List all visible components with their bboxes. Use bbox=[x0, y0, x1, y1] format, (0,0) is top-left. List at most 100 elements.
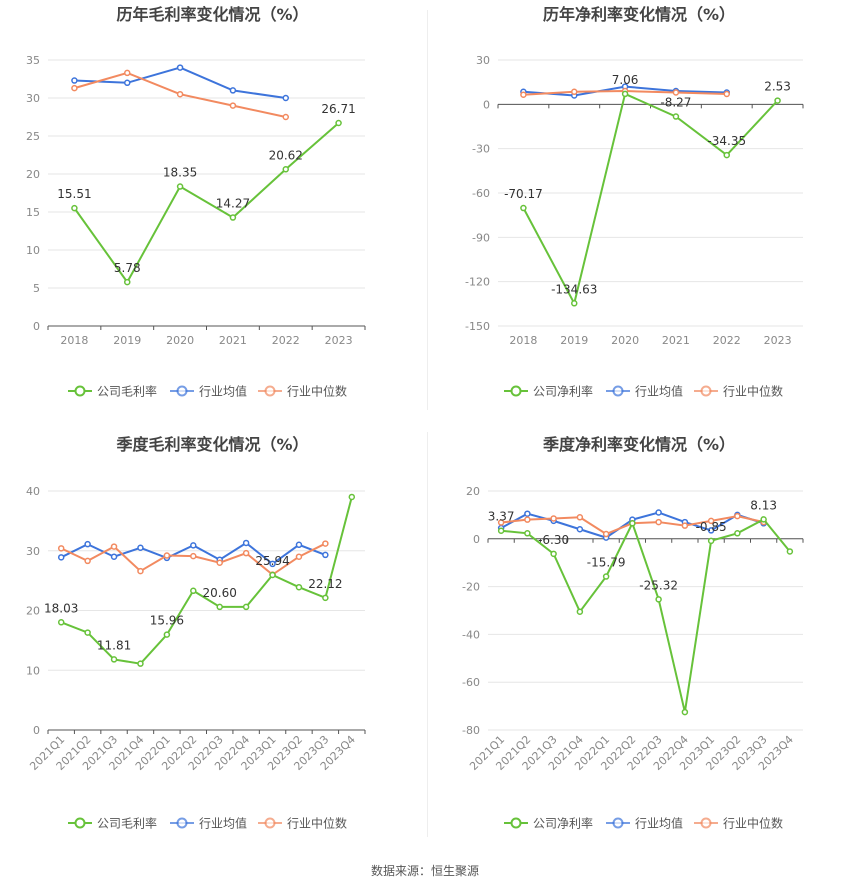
x-tick-label: 2022 bbox=[713, 334, 741, 347]
x-tick-label: 2020 bbox=[611, 334, 639, 347]
data-point bbox=[550, 515, 557, 522]
quarterly-gross-margin-svg: 季度毛利率变化情况（%）0102030402021Q12021Q22021Q32… bbox=[26, 435, 366, 831]
y-tick-label: -90 bbox=[472, 231, 490, 244]
y-tick-label: 0 bbox=[33, 724, 40, 737]
legend-label: 行业均值 bbox=[635, 816, 683, 831]
data-point bbox=[216, 603, 223, 611]
y-tick-label: 20 bbox=[26, 168, 40, 181]
data-point bbox=[520, 204, 527, 212]
data-label: 26.71 bbox=[321, 102, 355, 116]
legend-label: 公司毛利率 bbox=[97, 384, 157, 399]
y-tick-label: -20 bbox=[462, 581, 480, 594]
data-point bbox=[84, 629, 91, 636]
x-tick-label: 2021 bbox=[662, 334, 690, 347]
data-point bbox=[707, 527, 715, 534]
data-point bbox=[655, 596, 662, 603]
legend-label: 行业均值 bbox=[635, 384, 683, 399]
data-point bbox=[229, 214, 237, 221]
data-point bbox=[322, 540, 329, 547]
y-tick-label: -80 bbox=[462, 724, 480, 737]
legend-item-industry_avg: 行业均值 bbox=[170, 384, 247, 399]
data-point bbox=[322, 594, 329, 602]
y-tick-label: 0 bbox=[473, 533, 480, 546]
data-point bbox=[84, 557, 91, 565]
data-point bbox=[707, 517, 715, 525]
legend-marker bbox=[700, 817, 712, 829]
data-point bbox=[124, 79, 131, 87]
legend-marker bbox=[176, 385, 188, 397]
data-point bbox=[110, 543, 118, 550]
data-label: -34.35 bbox=[707, 134, 746, 148]
x-tick-label: 2023 bbox=[764, 334, 792, 347]
legend-item-company: 公司毛利率 bbox=[68, 816, 157, 831]
quarterly-net-margin-svg: 季度净利率变化情况（%）-80-60-40-200202021Q12021Q22… bbox=[462, 435, 804, 831]
data-label: 7.06 bbox=[612, 73, 639, 87]
data-point bbox=[681, 708, 689, 716]
data-point bbox=[176, 64, 184, 71]
y-tick-label: -30 bbox=[472, 143, 490, 156]
y-tick-label: 20 bbox=[26, 605, 40, 618]
data-label: -70.17 bbox=[504, 187, 543, 201]
legend-marker bbox=[510, 817, 522, 829]
chart-title: 季度毛利率变化情况（%） bbox=[115, 435, 308, 454]
data-point bbox=[110, 553, 118, 560]
data-label: 2.53 bbox=[764, 80, 791, 94]
data-point bbox=[57, 554, 65, 561]
y-tick-label: 15 bbox=[26, 206, 40, 219]
data-point bbox=[295, 541, 303, 549]
data-point bbox=[282, 113, 289, 121]
y-tick-label: 10 bbox=[26, 664, 40, 677]
x-tick-label: 2019 bbox=[113, 334, 141, 347]
data-label: -25.32 bbox=[639, 578, 678, 592]
data-label: 11.81 bbox=[97, 638, 131, 652]
legend-marker bbox=[176, 817, 188, 829]
quarterly-net-margin-chart: 季度净利率变化情况（%） -80 -60 -40 -20 0 20 2021Q1 2021Q2 2… bbox=[428, 430, 850, 845]
data-point bbox=[672, 113, 680, 120]
data-point bbox=[57, 545, 65, 552]
data-point bbox=[497, 527, 505, 534]
data-point bbox=[497, 519, 505, 526]
data-point bbox=[760, 516, 767, 523]
data-point bbox=[163, 552, 171, 559]
data-point bbox=[295, 553, 303, 560]
data-point bbox=[602, 530, 610, 538]
data-label: 18.03 bbox=[44, 601, 78, 615]
legend-marker bbox=[612, 817, 624, 829]
series-line-company bbox=[60, 496, 353, 665]
quarterly-gross-margin-chart: 季度毛利率变化情况（%） 0 10 20 30 40 2021Q1 2021Q2 2021Q3 2… bbox=[0, 430, 425, 845]
data-point bbox=[655, 518, 662, 526]
data-point bbox=[348, 493, 356, 501]
data-point bbox=[124, 278, 131, 286]
data-point bbox=[524, 516, 531, 523]
data-point bbox=[295, 583, 303, 591]
data-point bbox=[734, 512, 741, 520]
data-point bbox=[242, 549, 250, 557]
data-point bbox=[335, 119, 342, 127]
y-tick-label: -120 bbox=[465, 276, 490, 289]
data-label: 15.51 bbox=[57, 187, 91, 201]
legend-item-industry_avg: 行业均值 bbox=[606, 816, 683, 831]
data-point bbox=[520, 91, 527, 98]
legend-marker bbox=[74, 385, 86, 397]
panel-divider bbox=[427, 10, 428, 410]
legend-marker bbox=[700, 385, 712, 397]
data-point bbox=[576, 608, 584, 615]
legend-label: 行业中位数 bbox=[723, 816, 783, 831]
legend-item-company: 公司净利率 bbox=[504, 816, 593, 831]
data-point bbox=[269, 560, 276, 568]
series-line-company bbox=[73, 122, 340, 284]
data-point bbox=[524, 530, 531, 537]
annual-gross-margin-chart: 历年毛利率变化情况（%） 0 5 10 15 20 25 30 35 2018 2019 2020 20… bbox=[0, 0, 425, 410]
legend-label: 公司净利率 bbox=[533, 816, 593, 831]
y-tick-label: 25 bbox=[26, 130, 40, 143]
legend-label: 行业均值 bbox=[199, 384, 247, 399]
legend-item-industry_avg: 行业均值 bbox=[170, 816, 247, 831]
legend-label: 行业中位数 bbox=[723, 384, 783, 399]
y-tick-label: 40 bbox=[26, 485, 40, 498]
y-tick-label: 35 bbox=[26, 54, 40, 67]
data-point bbox=[681, 522, 689, 529]
series-line-company bbox=[501, 518, 791, 713]
data-label: 14.27 bbox=[216, 197, 250, 211]
data-point bbox=[71, 84, 78, 92]
data-point bbox=[282, 166, 289, 173]
